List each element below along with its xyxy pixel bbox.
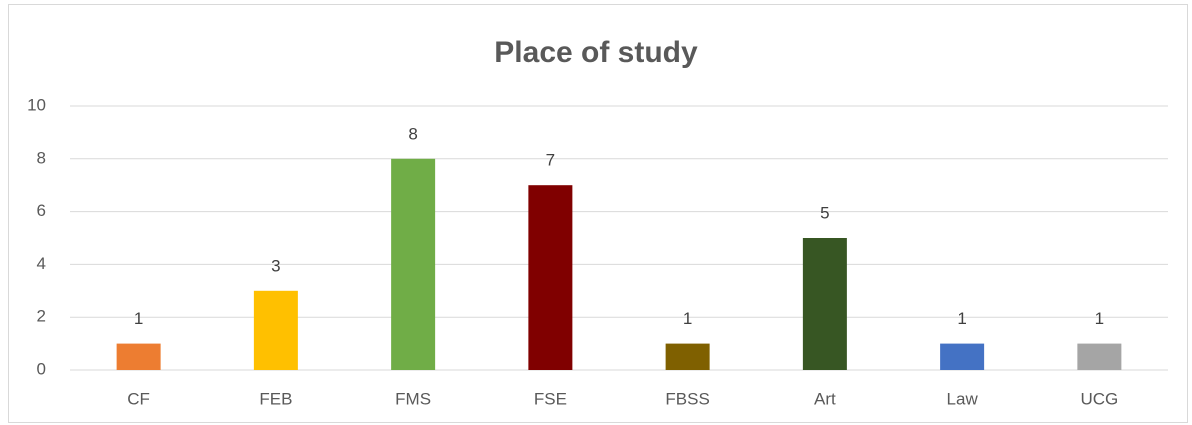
data-label: 1 [957,309,966,328]
x-tick-label: FSE [534,389,567,408]
bar [1077,343,1122,370]
data-label: 1 [134,309,143,328]
data-label: 8 [408,124,417,143]
x-tick-label: FBSS [665,389,709,408]
y-tick-label: 6 [37,201,46,220]
y-tick-label: 2 [37,307,46,326]
bar [802,238,847,370]
data-label: 1 [1095,309,1104,328]
bar [116,343,161,370]
chart-border [8,4,1188,423]
bar [665,343,710,370]
x-tick-label: CF [127,389,150,408]
x-tick-label: FMS [395,389,431,408]
x-tick-label: FEB [259,389,292,408]
bar [528,185,573,370]
x-tick-label: Art [814,389,836,408]
data-label: 3 [271,256,280,275]
data-label: 1 [683,309,692,328]
bar [253,290,298,370]
bar [940,343,985,370]
y-tick-label: 0 [37,359,46,378]
x-tick-label: Law [947,389,979,408]
data-label: 7 [546,151,555,170]
x-tick-label: UCG [1080,389,1118,408]
y-tick-label: 4 [37,254,46,273]
bar [391,158,436,370]
chart-title: Place of study [494,36,698,69]
y-tick-label: 8 [37,148,46,167]
y-tick-label: 10 [27,95,46,114]
data-label: 5 [820,203,829,222]
